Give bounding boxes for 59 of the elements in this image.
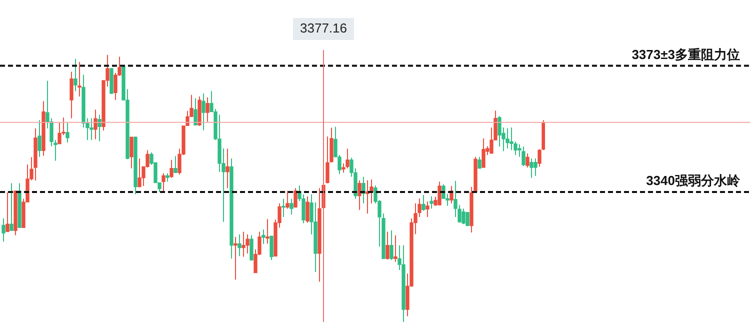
candlestick <box>282 198 286 218</box>
candlestick <box>386 231 390 260</box>
candlestick <box>306 196 310 224</box>
candlestick <box>266 218 270 244</box>
candlestick <box>74 58 78 92</box>
candlestick <box>478 156 482 169</box>
candlestick <box>498 116 502 148</box>
candlestick <box>242 231 246 258</box>
candlestick <box>66 122 70 143</box>
candlestick <box>2 218 6 242</box>
candlestick <box>538 148 542 168</box>
candlestick <box>10 182 14 232</box>
candlestick <box>466 212 470 226</box>
annotation: 3377.16 <box>300 20 347 36</box>
candlestick <box>522 146 526 167</box>
candlestick <box>162 172 166 194</box>
candlestick <box>234 236 238 280</box>
candlestick <box>294 188 298 208</box>
candlestick <box>206 96 210 122</box>
candlestick <box>138 158 142 188</box>
candlestick <box>202 93 206 131</box>
candlestick <box>290 198 294 216</box>
candlestick <box>462 208 466 225</box>
candlestick <box>130 136 134 169</box>
ref-line-label: 3340强弱分水岭 <box>646 173 741 188</box>
candlestick <box>226 148 230 189</box>
candlestick <box>270 236 274 260</box>
candlestick <box>6 192 10 232</box>
candlestick <box>70 71 74 119</box>
candlestick <box>482 138 486 168</box>
ref-line-label: 3373±3多重阻力位 <box>632 46 740 62</box>
candlestick <box>194 98 198 126</box>
candlestick <box>394 234 398 262</box>
candlestick <box>510 127 514 151</box>
candlestick <box>438 181 442 206</box>
candlestick <box>346 148 350 169</box>
candlestick <box>362 176 366 204</box>
candlestick <box>326 136 330 184</box>
candlestick <box>390 230 394 260</box>
candlestick <box>90 118 94 141</box>
candlestick <box>170 159 174 178</box>
candlestick <box>506 128 510 149</box>
candlestick <box>422 194 426 212</box>
candlestick <box>250 234 254 262</box>
candlestick <box>286 190 290 210</box>
candlestick <box>426 201 430 218</box>
candlestick <box>530 158 534 178</box>
candlestick <box>534 158 538 176</box>
candlestick <box>94 109 98 140</box>
candlestick <box>238 234 242 257</box>
candlestick <box>526 152 530 168</box>
candlestick <box>38 120 42 158</box>
candlestick <box>430 196 434 210</box>
candlestick <box>174 156 178 174</box>
candlestick <box>78 61 82 98</box>
candlestick <box>358 180 362 210</box>
candlestick <box>98 114 102 142</box>
candlestick <box>262 229 266 244</box>
candlestick <box>246 234 250 254</box>
